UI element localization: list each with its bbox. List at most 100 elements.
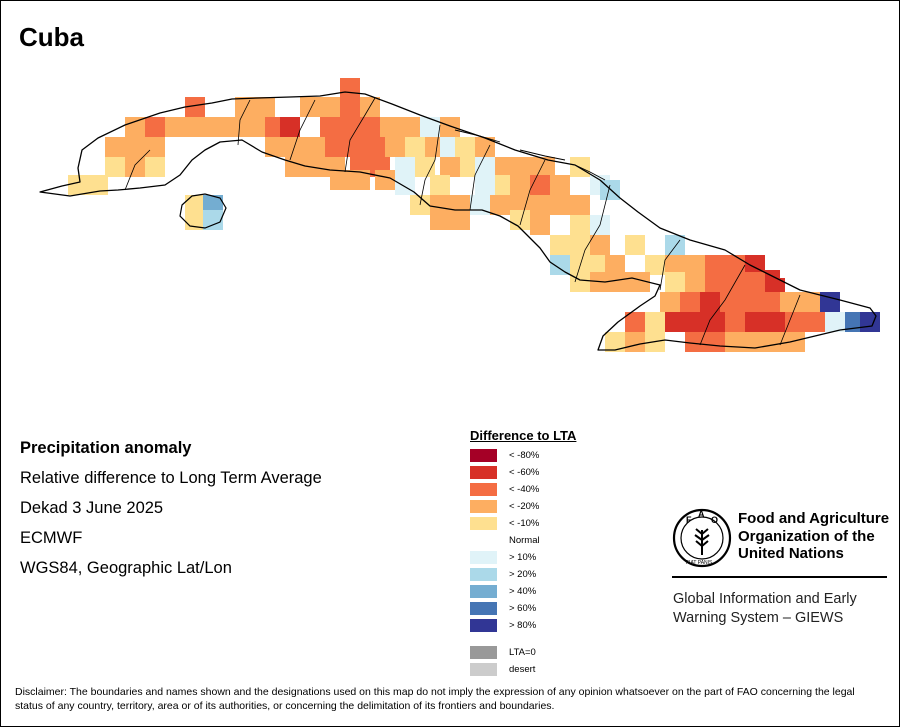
anomaly-cell	[550, 255, 570, 275]
giews-name: Global Information and Early Warning Sys…	[673, 590, 857, 628]
anomaly-cell	[550, 195, 570, 215]
anomaly-cell	[105, 137, 125, 157]
anomaly-cell	[705, 312, 725, 332]
legend-label: > 20%	[509, 569, 537, 580]
legend-label: < -40%	[509, 484, 540, 495]
anomaly-cell	[625, 312, 645, 332]
anomaly-cell	[860, 312, 880, 332]
anomaly-cell	[350, 170, 370, 190]
divider	[672, 576, 887, 578]
anomaly-cell	[660, 292, 680, 312]
anomaly-cell	[340, 97, 360, 117]
fao-logo-letter-a: A	[698, 509, 705, 519]
legend-label: Normal	[509, 535, 540, 546]
anomaly-cell	[68, 175, 88, 195]
anomaly-cell	[495, 157, 515, 177]
anomaly-cell	[570, 195, 590, 215]
anomaly-cell	[475, 137, 495, 157]
anomaly-cell	[265, 137, 285, 157]
anomaly-cell	[800, 292, 820, 312]
anomaly-cell	[225, 117, 245, 137]
anomaly-cell	[203, 210, 223, 230]
anomaly-cell	[185, 97, 205, 117]
anomaly-cell	[490, 195, 510, 215]
anomaly-cell	[610, 272, 630, 292]
anomaly-cell	[375, 170, 395, 190]
anomaly-cell	[530, 215, 550, 235]
legend-swatch	[470, 619, 497, 632]
anomaly-cell	[765, 332, 785, 352]
fao-logo-letter-o: O	[711, 515, 718, 525]
legend-label: > 10%	[509, 552, 537, 563]
anomaly-cell	[165, 117, 185, 137]
cays-north	[454, 129, 606, 181]
anomaly-cell	[745, 332, 765, 352]
info-line4: WGS84, Geographic Lat/Lon	[20, 559, 232, 577]
anomaly-cell	[365, 137, 385, 157]
anomaly-grid	[68, 78, 880, 352]
anomaly-cell	[785, 332, 805, 352]
anomaly-cell	[510, 175, 530, 195]
anomaly-cell	[280, 117, 300, 137]
anomaly-cell	[700, 292, 720, 312]
anomaly-cell	[535, 157, 555, 177]
legend-swatch	[470, 551, 497, 564]
giews-line2: Warning System – GIEWS	[673, 610, 844, 626]
anomaly-cell	[300, 97, 320, 117]
anomaly-cell	[185, 210, 205, 230]
fao-name-line1: Food and Agriculture	[738, 510, 890, 527]
anomaly-cell	[125, 117, 145, 137]
fao-logo-letter-f: F	[686, 515, 692, 525]
anomaly-cell	[125, 137, 145, 157]
anomaly-map	[39, 78, 880, 352]
anomaly-cell	[320, 117, 340, 137]
anomaly-cell	[720, 292, 740, 312]
legend-label: < -80%	[509, 450, 540, 461]
anomaly-cell	[205, 117, 225, 137]
anomaly-cell	[415, 157, 435, 177]
legend-swatch	[470, 449, 497, 462]
anomaly-cell	[330, 170, 350, 190]
anomaly-cell	[530, 175, 550, 195]
legend-label: desert	[509, 664, 536, 675]
anomaly-cell	[395, 157, 415, 177]
fao-name-line3: United Nations	[738, 545, 844, 562]
giews-line1: Global Information and Early	[673, 591, 857, 607]
anomaly-cell	[570, 215, 590, 235]
anomaly-cell	[725, 312, 745, 332]
map-title: Cuba	[19, 22, 84, 52]
province-boundaries	[124, 97, 801, 346]
anomaly-cell	[475, 175, 495, 195]
anomaly-cell	[685, 332, 705, 352]
anomaly-cell	[305, 137, 325, 157]
legend-label: LTA=0	[509, 647, 536, 658]
anomaly-cell	[145, 117, 165, 137]
anomaly-cell	[705, 255, 725, 275]
anomaly-cell	[550, 175, 570, 195]
anomaly-cell	[185, 117, 205, 137]
anomaly-cell	[430, 175, 450, 195]
anomaly-cell	[380, 117, 400, 137]
info-line3: ECMWF	[20, 529, 83, 547]
info-heading: Precipitation anomaly	[20, 439, 192, 457]
anomaly-cell	[400, 117, 420, 137]
anomaly-cell	[145, 157, 165, 177]
anomaly-cell	[725, 255, 745, 275]
legend-title: Difference to LTA	[470, 428, 577, 443]
anomaly-cell	[450, 210, 470, 230]
anomaly-cell	[740, 292, 760, 312]
info-line1: Relative difference to Long Term Average	[20, 469, 322, 487]
fao-organization-name: Food and Agriculture Organization of the…	[738, 510, 889, 563]
anomaly-cell	[145, 137, 165, 157]
anomaly-cell	[515, 157, 535, 177]
legend-swatch	[470, 517, 497, 530]
anomaly-cell	[665, 312, 685, 332]
anomaly-cell	[825, 312, 845, 332]
anomaly-cell	[665, 255, 685, 275]
anomaly-cell	[550, 235, 570, 255]
map-info: Precipitation anomaly Relative differenc…	[20, 433, 322, 583]
legend-label: < -10%	[509, 518, 540, 529]
anomaly-cell	[105, 157, 125, 177]
legend-swatch	[470, 466, 497, 479]
anomaly-cell	[605, 255, 625, 275]
